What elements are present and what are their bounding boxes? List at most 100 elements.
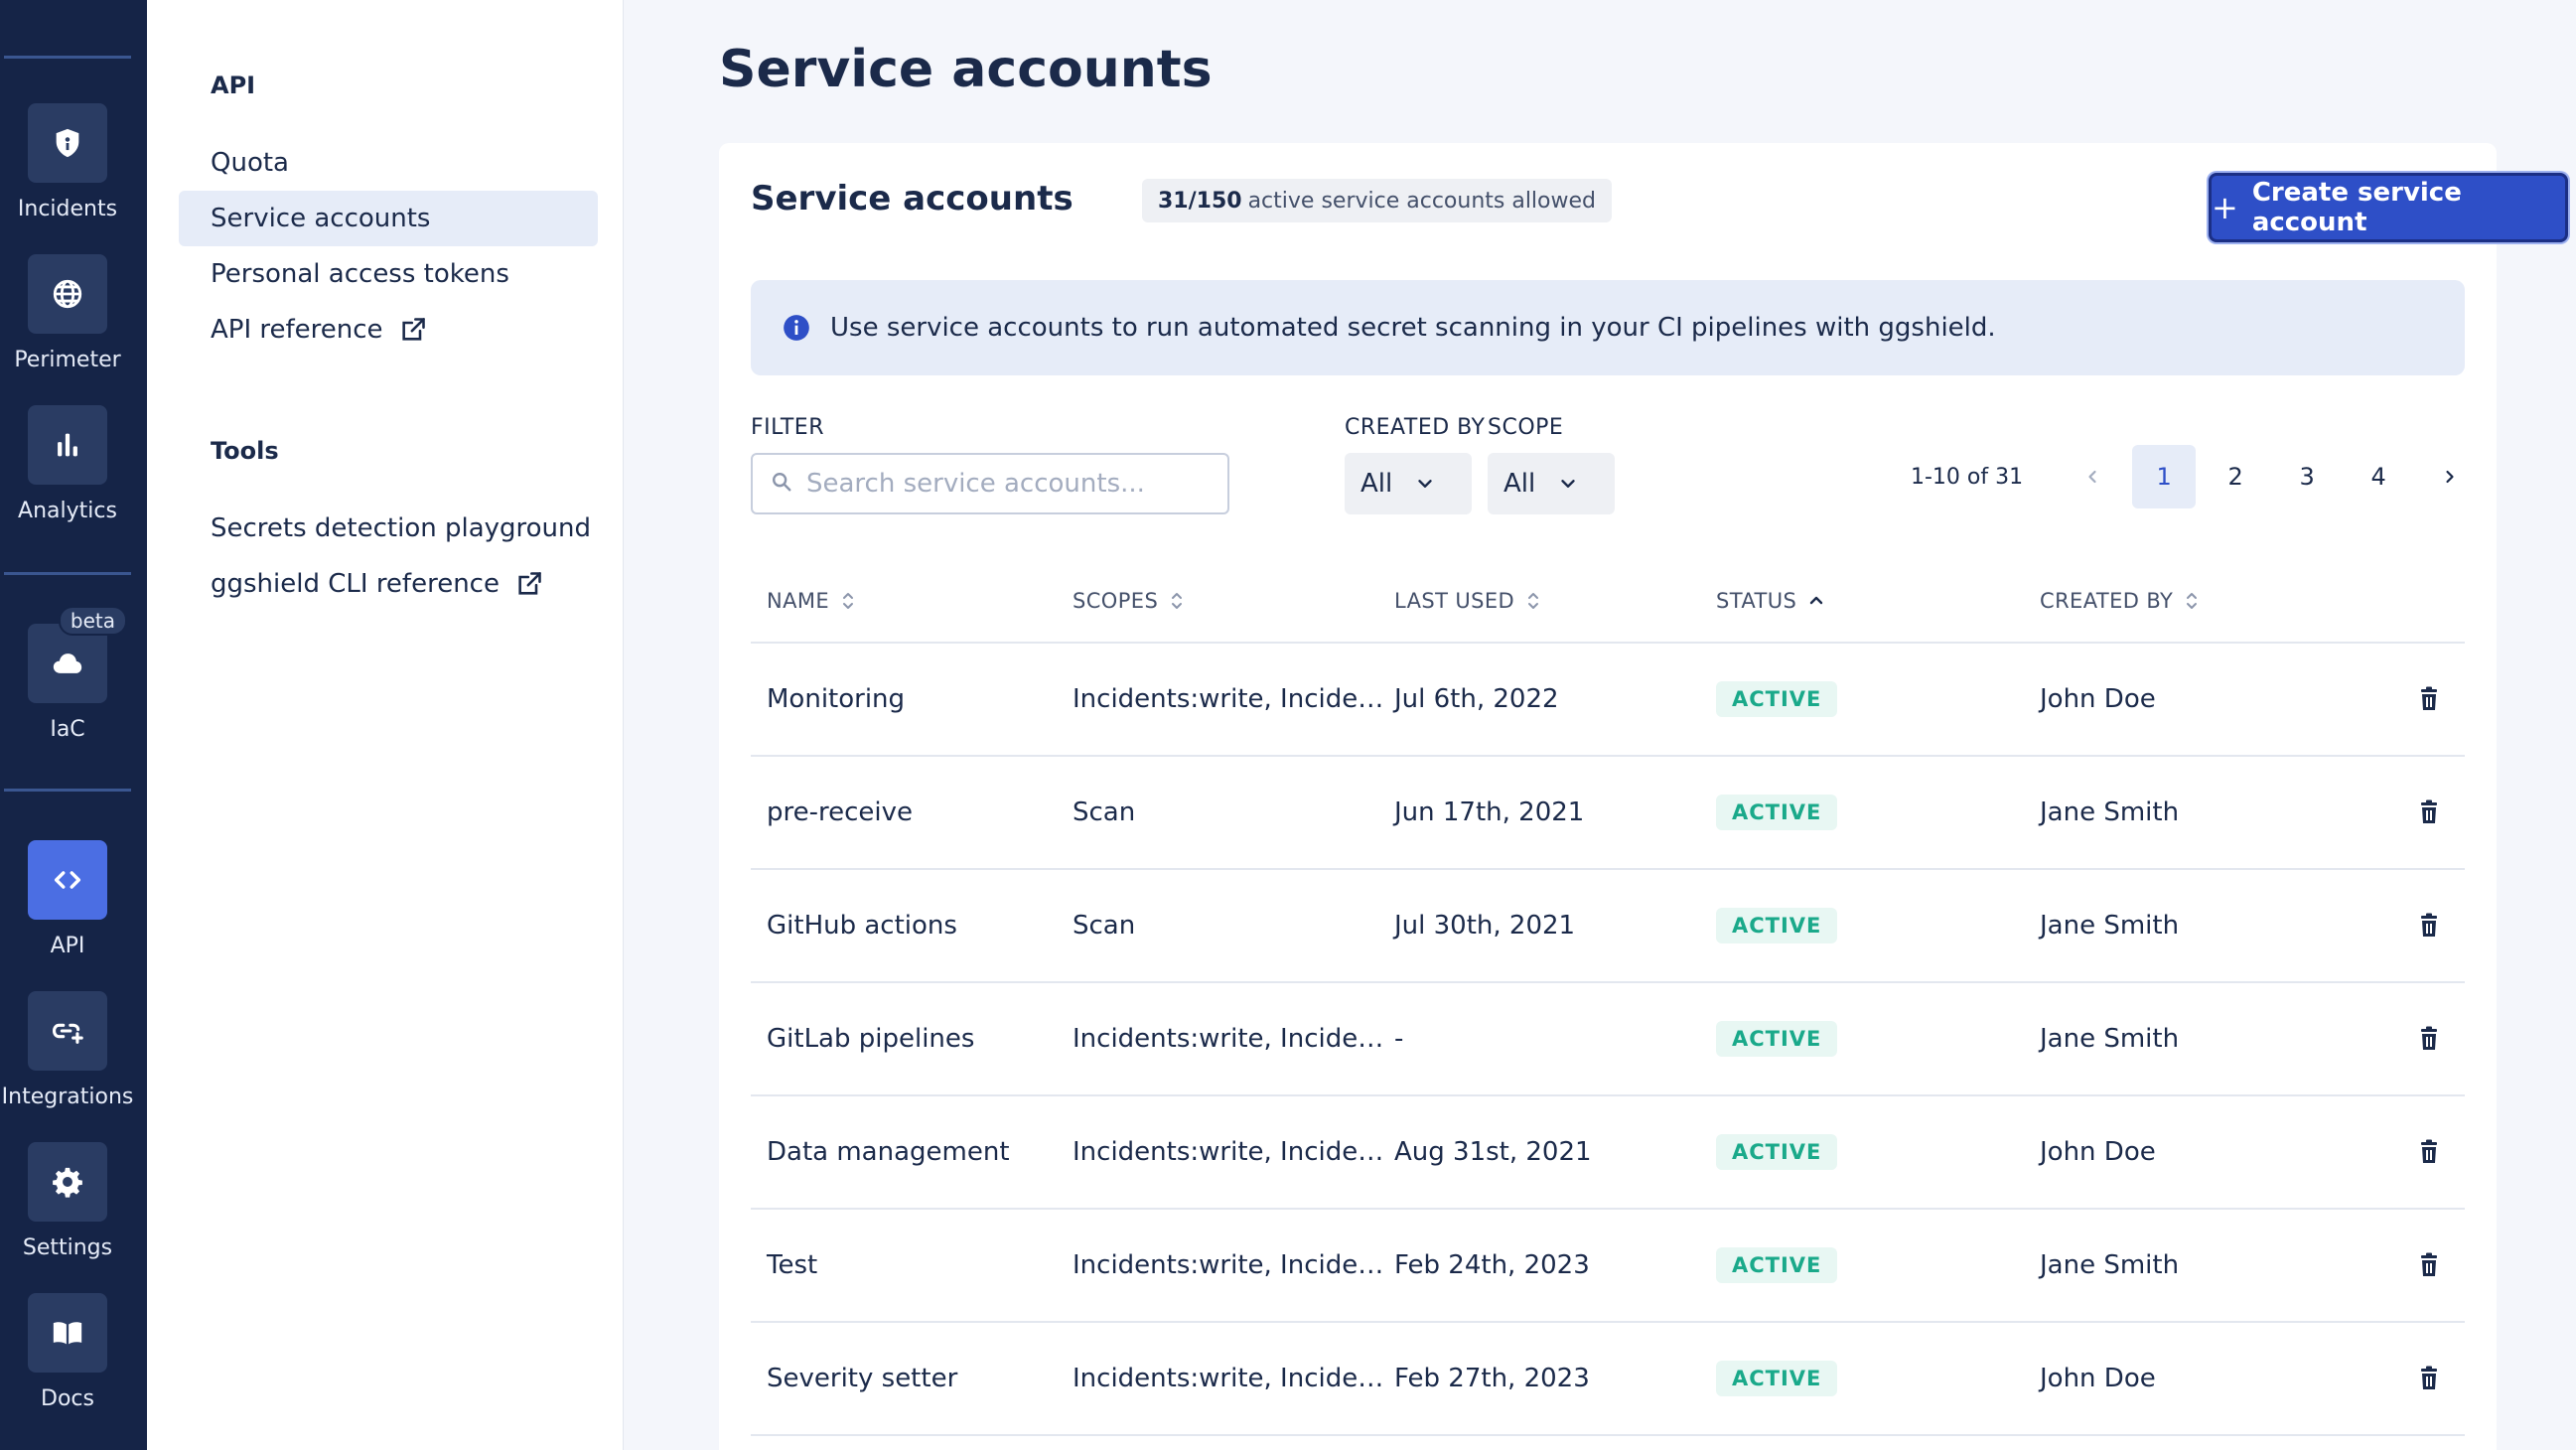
cell-last-used: - [1394, 1024, 1404, 1054]
delete-icon[interactable] [2417, 1366, 2441, 1391]
cell-status: ACTIVE [1716, 1021, 2040, 1057]
subnav-item-personal-access-tokens[interactable]: Personal access tokens [179, 246, 598, 302]
cell-created-by: John Doe [2040, 684, 2156, 714]
cell-status: ACTIVE [1716, 908, 2040, 943]
cell-last-used: Feb 27th, 2023 [1394, 1364, 1590, 1393]
cell-scopes: Scan [1073, 911, 1136, 941]
table-row[interactable]: GitLab pipelines Incidents:write, Inciden… [751, 983, 2465, 1096]
subnav-item-label: API reference [211, 315, 383, 345]
page-range: 1-10 of 31 [1911, 464, 2024, 490]
cell-actions [2356, 799, 2465, 825]
cell-last-used: Jul 30th, 2021 [1394, 911, 1576, 941]
table-row[interactable]: Data management Incidents:write, Incident… [751, 1096, 2465, 1210]
bar-chart-icon [28, 405, 107, 485]
status-badge: ACTIVE [1716, 795, 1838, 830]
nav-label: API [50, 934, 85, 958]
page-title: Service accounts [719, 40, 1213, 99]
cell-actions [2356, 1366, 2465, 1391]
link-plus-icon [28, 991, 107, 1071]
subnav-item-ggshield-cli-reference[interactable]: ggshield CLI reference [179, 556, 598, 612]
cell-name: Severity setter [767, 1364, 958, 1393]
nav-label: Analytics [18, 499, 117, 523]
status-badge: ACTIVE [1716, 908, 1838, 943]
column-header-name[interactable]: NAME [751, 589, 1073, 613]
info-icon [783, 314, 810, 342]
column-header-label: NAME [767, 589, 830, 613]
delete-icon[interactable] [2417, 1252, 2441, 1278]
service-accounts-card: Service accounts 31/150 active service a… [719, 143, 2568, 1450]
beta-badge: beta [58, 606, 127, 636]
cell-actions [2356, 913, 2465, 939]
nav-item-analytics[interactable]: Analytics [0, 405, 135, 523]
delete-icon[interactable] [2417, 799, 2441, 825]
column-header-label: SCOPES [1073, 589, 1159, 613]
filter-label: FILTER [751, 415, 824, 440]
nav-label: Settings [22, 1235, 113, 1260]
sort-icon [1170, 589, 1184, 613]
external-link-icon [399, 316, 427, 344]
subnav-item-quota[interactable]: Quota [179, 135, 598, 191]
create-service-account-button[interactable]: + Create service account [2209, 173, 2568, 242]
nav-item-incidents[interactable]: Incidents [0, 103, 135, 221]
table-row[interactable]: pre-receive Scan Jun 17th, 2021 ACTIVE Jane … [751, 757, 2465, 870]
sort-icon [2185, 589, 2199, 613]
nav-item-api[interactable]: API [0, 840, 135, 958]
chevron-left-icon [2088, 470, 2096, 484]
nav-item-docs[interactable]: Docs [0, 1293, 135, 1411]
column-header-status[interactable]: STATUS [1716, 589, 2040, 613]
page-button-1[interactable]: 1 [2132, 445, 2197, 508]
status-badge: ACTIVE [1716, 1247, 1838, 1283]
rail-divider [4, 56, 131, 59]
globe-icon [28, 254, 107, 334]
delete-icon[interactable] [2417, 686, 2441, 712]
nav-label: Integrations [1, 1085, 134, 1109]
search-field[interactable] [751, 453, 1229, 514]
column-header-last-used[interactable]: LAST USED [1394, 589, 1716, 613]
nav-label: IaC [50, 717, 85, 742]
cell-scopes: Incidents:write, Incidents:read [1073, 1364, 1394, 1393]
table-row[interactable]: Severity setter Incidents:write, Incident… [751, 1323, 2465, 1436]
status-badge: ACTIVE [1716, 1361, 1838, 1396]
column-header-scopes[interactable]: SCOPES [1073, 589, 1394, 613]
sort-icon [1526, 589, 1540, 613]
subnav-item-label: Quota [211, 148, 289, 178]
column-header-label: LAST USED [1394, 589, 1515, 613]
cloud-icon: beta [28, 606, 127, 703]
search-input[interactable] [806, 469, 1204, 499]
cell-last-used: Feb 24th, 2023 [1394, 1250, 1590, 1280]
nav-item-settings[interactable]: Settings [0, 1142, 135, 1260]
nav-item-integrations[interactable]: Integrations [0, 991, 135, 1109]
rail-divider [4, 572, 131, 575]
cell-last-used: Jun 17th, 2021 [1394, 798, 1585, 827]
chevron-down-icon [1414, 473, 1436, 495]
cell-name: pre-receive [767, 798, 914, 827]
page-button-4[interactable]: 4 [2370, 463, 2386, 491]
subnav-item-playground[interactable]: Secrets detection playground [179, 501, 598, 556]
next-page-button[interactable] [2418, 445, 2482, 508]
subnav-item-api-reference[interactable]: API reference [179, 302, 598, 358]
table-row[interactable]: GitHub actions Scan Jul 30th, 2021 ACTIVE Ja… [751, 870, 2465, 983]
delete-icon[interactable] [2417, 913, 2441, 939]
delete-icon[interactable] [2417, 1139, 2441, 1165]
created-by-select[interactable]: All [1345, 453, 1472, 514]
nav-item-perimeter[interactable]: Perimeter [0, 254, 135, 372]
cell-created-by: Jane Smith [2040, 911, 2180, 941]
cell-actions [2356, 1026, 2465, 1052]
cell-name: GitLab pipelines [767, 1024, 975, 1054]
table-row[interactable]: Test Incidents:write, Incidents:readFeb 2… [751, 1210, 2465, 1323]
cell-scopes: Incidents:write, Incidents:read [1073, 684, 1394, 714]
subnav-item-label: Service accounts [211, 204, 431, 233]
table-row[interactable]: Monitoring Incidents:write, Incidents:rea… [751, 644, 2465, 757]
created-by-label: CREATED BY [1345, 415, 1486, 440]
scope-select[interactable]: All [1488, 453, 1615, 514]
delete-icon[interactable] [2417, 1026, 2441, 1052]
column-header-label: CREATED BY [2040, 589, 2174, 613]
nav-item-iac[interactable]: beta IaC [0, 606, 135, 742]
column-header-created-by[interactable]: CREATED BY [2040, 589, 2356, 613]
page-button-2[interactable]: 2 [2227, 463, 2243, 491]
page-button-3[interactable]: 3 [2299, 463, 2315, 491]
cell-created-by: Jane Smith [2040, 1024, 2180, 1054]
subnav-item-service-accounts[interactable]: Service accounts [179, 191, 598, 246]
prev-page-button[interactable] [2061, 445, 2124, 508]
cell-last-used: Jul 6th, 2022 [1394, 684, 1559, 714]
